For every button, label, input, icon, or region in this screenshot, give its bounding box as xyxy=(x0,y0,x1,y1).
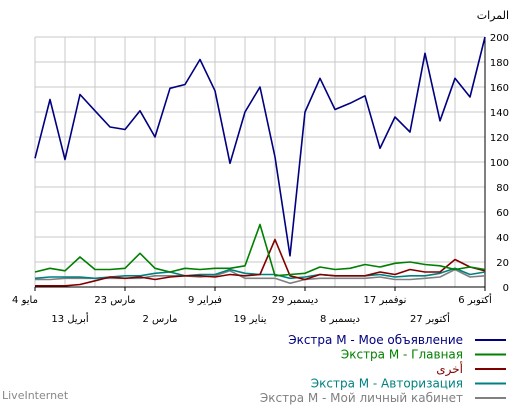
series-line xyxy=(35,238,486,287)
y-tick-label: 200 xyxy=(490,33,509,44)
legend-label: أخرى xyxy=(436,361,463,377)
x-tick-label: 4 مايو xyxy=(12,295,38,306)
y-tick-label: 40 xyxy=(496,233,509,244)
y-tick-label: 0 xyxy=(503,283,509,294)
series-line xyxy=(35,268,486,285)
axes xyxy=(35,37,486,288)
y-tick-label: 80 xyxy=(496,183,509,194)
legend-label: Экстра М - Мое объявление xyxy=(288,333,463,347)
legend-label: Экстра М - Авторизация xyxy=(311,377,463,391)
series-line xyxy=(34,223,486,277)
grid xyxy=(34,36,486,288)
y-unit-label: المرات xyxy=(477,9,509,22)
x-tick-label: 13 أبريل xyxy=(51,312,89,325)
legend-label: Экстра М - Мой личный кабинет xyxy=(260,391,463,405)
y-tick-label: 100 xyxy=(490,158,509,169)
x-tick-label: 17 نوفمبر xyxy=(364,295,407,306)
y-axis-ticks: 0 20 40 60 80 100 120 140 160 180 200 xyxy=(490,33,509,294)
y-tick-label: 180 xyxy=(490,58,509,69)
y-tick-label: 140 xyxy=(490,108,509,119)
legend-label: Экстра М - Главная xyxy=(341,348,463,362)
x-axis-ticks: 4 مايو 23 مارس 9 فبراير 29 ديسمبر 17 نوفمبر 6… xyxy=(12,287,492,325)
y-tick-label: 160 xyxy=(490,83,509,94)
x-tick-label: 2 مارس xyxy=(143,314,178,325)
brand-label: LiveInternet xyxy=(2,389,69,402)
y-tick-label: 20 xyxy=(496,258,509,269)
y-tick-label: 60 xyxy=(496,208,509,219)
x-tick-label: 23 مارس xyxy=(94,295,135,306)
series-line xyxy=(34,36,486,257)
x-tick-label: 6 أكتوبر xyxy=(458,293,492,306)
x-tick-label: 8 ديسمبر xyxy=(320,314,360,325)
x-tick-label: 19 يناير xyxy=(233,314,266,325)
x-tick-label: 27 أكتوبر xyxy=(410,312,450,325)
x-tick-label: 9 فبراير xyxy=(188,295,222,306)
x-tick-label: 29 ديسمبر xyxy=(272,295,318,306)
series-lines xyxy=(34,36,486,287)
y-tick-label: 120 xyxy=(490,133,509,144)
